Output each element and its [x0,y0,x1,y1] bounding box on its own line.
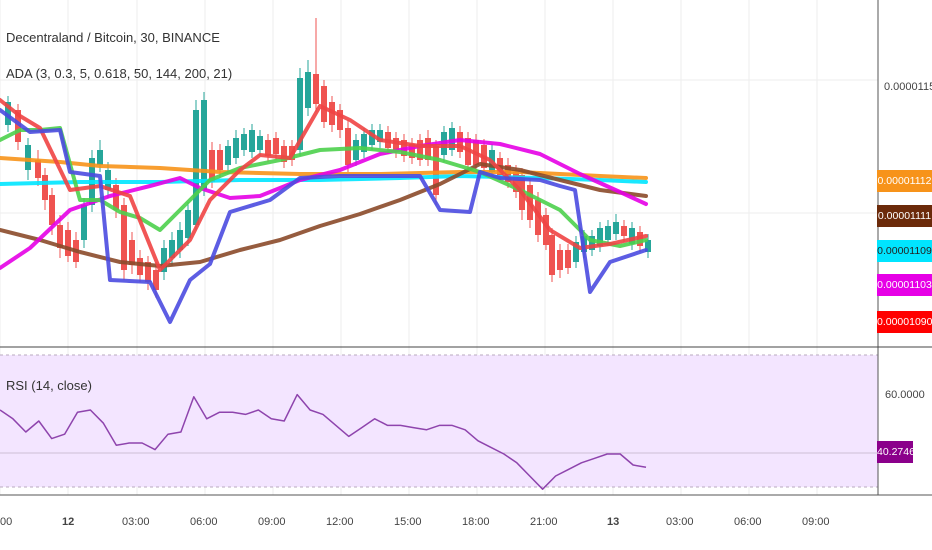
candle-body [535,200,541,235]
time-tick-label: 12 [62,516,75,528]
candle-body [305,72,311,108]
candle-body [81,205,87,240]
rsi-value-badge: 40.2746 [877,441,915,463]
candle-body [169,240,175,258]
candle-body [65,230,71,256]
rsi-line-group [0,393,647,490]
price-badge: 0.00001090 [877,311,932,333]
candle-body [573,242,579,262]
candle-body [153,270,159,290]
candle-body [209,150,215,182]
candle-body [25,145,31,170]
ma-lines [0,98,648,324]
candle-body [337,110,343,130]
time-tick-label: 06:00 [190,516,218,528]
time-tick-label: 09:00 [258,516,286,528]
candle-body [361,134,367,152]
time-tick-label: 09:00 [802,516,830,528]
candle-body [273,138,279,154]
candle-body [393,138,399,152]
candle-body [281,146,287,162]
candle-body [57,225,63,248]
orange-ma-line [0,156,648,180]
time-tick-label: 00 [0,516,13,528]
candle-body [121,205,127,270]
time-tick-label: 21:00 [530,516,558,528]
grid [0,0,878,495]
candle-body [145,262,151,282]
candle-body [42,175,48,200]
rsi-tick-label: 60.0000 [885,389,925,401]
candle-body [185,210,191,238]
candle-body [161,248,167,272]
candle-body [97,150,103,165]
candle-body [233,138,239,158]
candle-body [321,86,327,122]
candle-body [369,130,375,145]
rsi-background-band [0,355,878,487]
candle-body [257,136,263,150]
candle-body [113,185,119,210]
candle-body [605,226,611,240]
candle-body [129,240,135,265]
candle-body [425,138,431,160]
candle-body [629,228,635,244]
time-tick-label: 13 [607,516,620,528]
candle-body [543,215,549,245]
candle-body [35,160,41,178]
candle-body [377,130,383,142]
rsi-line [0,393,647,490]
rsi-indicator-label: RSI (14, close) [6,378,92,393]
candle-body [201,100,207,190]
candle-body [225,146,231,165]
red-ma-line [0,98,648,272]
time-tick-label: 03:00 [666,516,694,528]
candle-body [249,130,255,152]
time-tick-label: 18:00 [462,516,490,528]
price-badge: 0.00001111 [877,205,932,227]
time-tick-label: 03:00 [122,516,150,528]
ada-indicator-label: ADA (3, 0.3, 5, 0.618, 50, 144, 200, 21) [6,66,233,81]
time-tick-label: 15:00 [394,516,422,528]
candle-body [345,128,351,165]
price-tick-label: 0.00001150 [884,81,932,93]
blue-ma-line [0,108,648,324]
candle-body [177,230,183,250]
candle-body [449,128,455,150]
candle-body [49,195,55,225]
candle-body [565,250,571,268]
candle-body [433,146,439,195]
candle-body [613,222,619,234]
candle-body [313,74,319,104]
candle-body [417,140,423,160]
candle-body [265,140,271,156]
price-badge: 0.00001109 [877,240,932,262]
candle-body [409,144,415,158]
price-badge: 0.00001103 [877,274,932,296]
symbol-title: Decentraland / Bitcoin, 30, BINANCE [6,30,220,45]
candle-body [137,258,143,275]
candle-body [597,228,603,246]
candle-body [217,150,223,170]
time-tick-label: 06:00 [734,516,762,528]
candle-body [513,172,519,192]
candle-body [589,236,595,250]
candle-body [549,235,555,275]
time-tick-label: 12:00 [326,516,354,528]
candle-body [193,110,199,225]
candle-body [297,78,303,150]
candle-body [645,240,651,252]
price-badge: 0.00001112 [877,170,932,192]
cyan-ma-line [0,174,648,186]
candle-body [557,250,563,270]
candle-body [621,226,627,236]
candle-body [15,110,21,142]
candle-body [241,134,247,150]
